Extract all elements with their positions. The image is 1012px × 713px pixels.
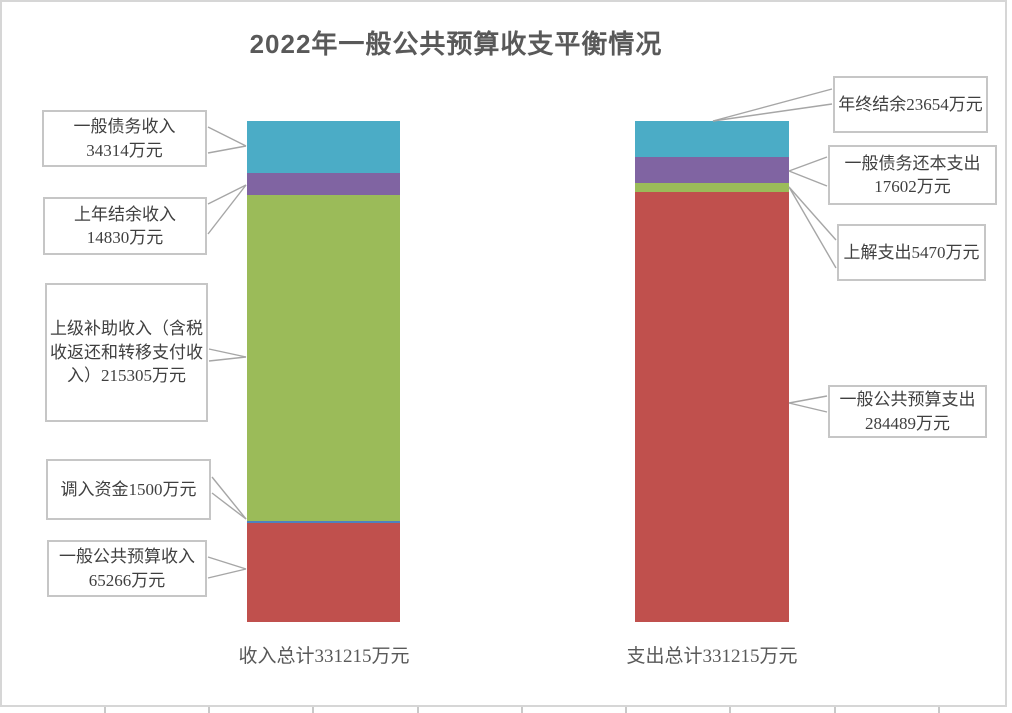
callout-budget-expense: 一般公共预算支出 284489万元 <box>828 385 987 438</box>
bar-segment-一般债务收入[interactable] <box>247 121 400 173</box>
sheet-gridline-tick <box>834 707 836 713</box>
bar-segment-上级补助收入（含税收返还和转移支付收入）[interactable] <box>247 195 400 521</box>
callout-superior-subsidy: 上级补助收入（含税收返还和转移支付收入）215305万元 <box>45 283 208 422</box>
sheet-gridline-tick <box>312 707 314 713</box>
bar-segment-一般公共预算支出[interactable] <box>635 191 789 622</box>
callout-debt-repayment: 一般债务还本支出 17602万元 <box>828 145 997 205</box>
bar-segment-一般债务还本支出[interactable] <box>635 156 789 184</box>
axis-label-income: 收入总计331215万元 <box>238 646 410 667</box>
sheet-gridline-tick <box>417 707 419 713</box>
callout-prior-year-balance: 上年结余收入 14830万元 <box>43 197 207 255</box>
callout-upward-payment: 上解支出5470万元 <box>837 224 986 281</box>
axis-label-expense: 支出总计331215万元 <box>626 646 798 667</box>
sheet-gridline-tick <box>938 707 940 713</box>
sheet-gridline-tick <box>625 707 627 713</box>
sheet-gridline-tick <box>521 707 523 713</box>
bar-segment-调入资金[interactable] <box>247 520 400 524</box>
sheet-gridline-tick <box>104 707 106 713</box>
bar-segment-上解支出[interactable] <box>635 183 789 192</box>
bar-segment-年终结余[interactable] <box>635 121 789 157</box>
callout-transfer-in: 调入资金1500万元 <box>46 459 211 520</box>
worksheet-gridline-sliver <box>0 707 1012 713</box>
income-stacked-bar <box>247 121 400 622</box>
sheet-gridline-tick <box>729 707 731 713</box>
callout-budget-income: 一般公共预算收入 65266万元 <box>47 540 207 597</box>
chart-title: 2022年一般公共预算收支平衡情况 <box>249 29 663 59</box>
callout-income-debt: 一般债务收入 34314万元 <box>42 110 207 167</box>
expense-stacked-bar <box>635 121 789 622</box>
bar-segment-一般公共预算收入[interactable] <box>247 523 400 622</box>
callout-yearend-balance: 年终结余23654万元 <box>833 76 988 133</box>
sheet-gridline-tick <box>208 707 210 713</box>
bar-segment-上年结余收入[interactable] <box>247 172 400 196</box>
